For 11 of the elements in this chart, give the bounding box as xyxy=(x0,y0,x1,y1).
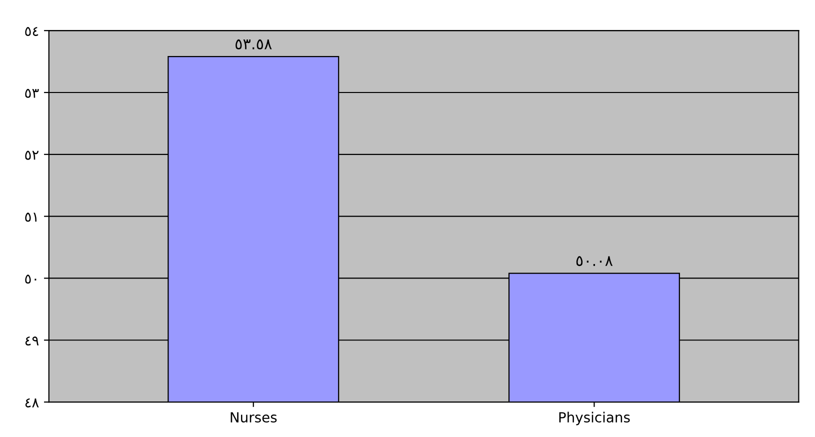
y-tick-label: ٥٤ xyxy=(25,26,38,36)
y-tick-label: ٥٢ xyxy=(25,150,39,160)
x-tick-label: Nurses xyxy=(230,412,277,423)
y-tick-label: ٥١ xyxy=(25,212,36,222)
y-tick-label: ٥٣ xyxy=(25,88,39,98)
data-label: ٥٣.٥٨ xyxy=(236,39,272,50)
data-label: ٥٠.٠٨ xyxy=(576,256,613,266)
y-tick-label: ٤٨ xyxy=(25,398,39,408)
y-tick-label: ٤٩ xyxy=(25,336,39,346)
x-tick-label: Physicians xyxy=(559,412,630,426)
y-tick-label: ٥٠ xyxy=(25,274,36,284)
